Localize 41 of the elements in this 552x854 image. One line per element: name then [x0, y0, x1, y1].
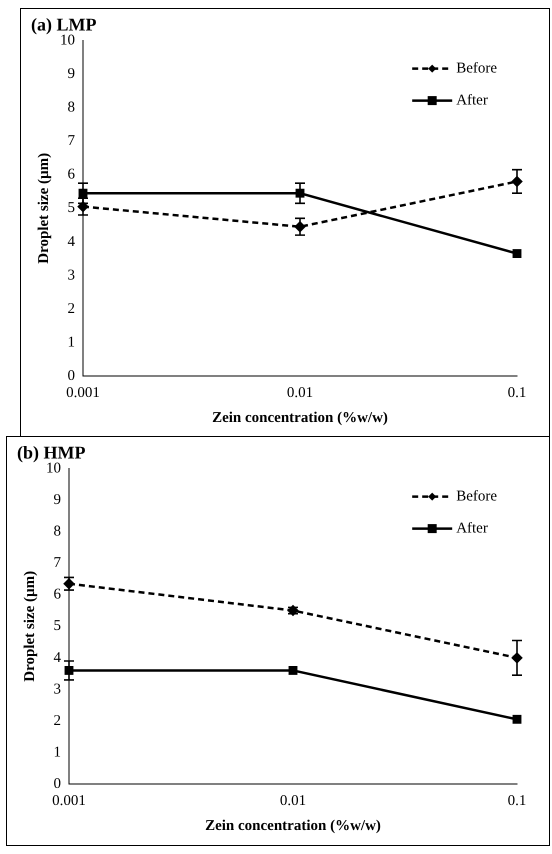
point [512, 714, 522, 724]
y-tick-label: 1 [68, 334, 75, 350]
y-tick-label: 4 [54, 650, 62, 666]
y-tick-label: 0 [68, 368, 75, 384]
x-tick-label: 0.001 [52, 792, 86, 809]
point [288, 666, 298, 675]
y-tick-label: 0 [54, 776, 61, 792]
legend-label: Before [456, 60, 498, 77]
y-tick-label: 7 [68, 133, 76, 150]
y-tick-label: 9 [54, 492, 61, 508]
x-tick-label: 0.1 [508, 384, 526, 401]
x-tick-label: 0.001 [66, 384, 100, 401]
y-axis-title: Droplet size (µm) [36, 152, 52, 264]
y-tick-label: 6 [68, 166, 76, 183]
y-tick-label: 1 [54, 744, 61, 760]
y-tick-label: 10 [60, 32, 75, 49]
x-tick-label: 0.1 [508, 792, 526, 809]
legend-label: After [456, 92, 488, 109]
x-tick-label: 0.01 [286, 384, 314, 401]
chart-title: (b) HMP [17, 442, 86, 462]
y-tick-label: 4 [68, 234, 76, 250]
x-tick-label: 0.01 [280, 792, 306, 809]
y-tick-label: 2 [54, 712, 61, 729]
y-axis-title: Droplet size (µm) [22, 570, 38, 682]
y-tick-label: 7 [54, 555, 62, 572]
y-tick-label: 2 [68, 300, 75, 317]
y-tick-label: 10 [46, 460, 61, 477]
y-tick-label: 6 [54, 586, 62, 603]
x-axis-title: Zein concentration (%w/w) [205, 818, 381, 834]
y-tick-label: 8 [54, 524, 61, 540]
legend-label: Before [456, 488, 498, 505]
point [512, 249, 522, 258]
y-tick-label: 3 [54, 681, 61, 698]
y-tick-label: 5 [68, 200, 75, 216]
y-tick-label: 8 [68, 100, 75, 116]
y-tick-label: 3 [68, 267, 75, 284]
legend-label: After [456, 520, 488, 537]
chart-title: (a) LMP [31, 14, 96, 34]
x-axis-title: Zein concentration (%w/w) [212, 410, 388, 426]
y-tick-label: 5 [54, 618, 61, 634]
y-tick-label: 9 [68, 66, 75, 82]
